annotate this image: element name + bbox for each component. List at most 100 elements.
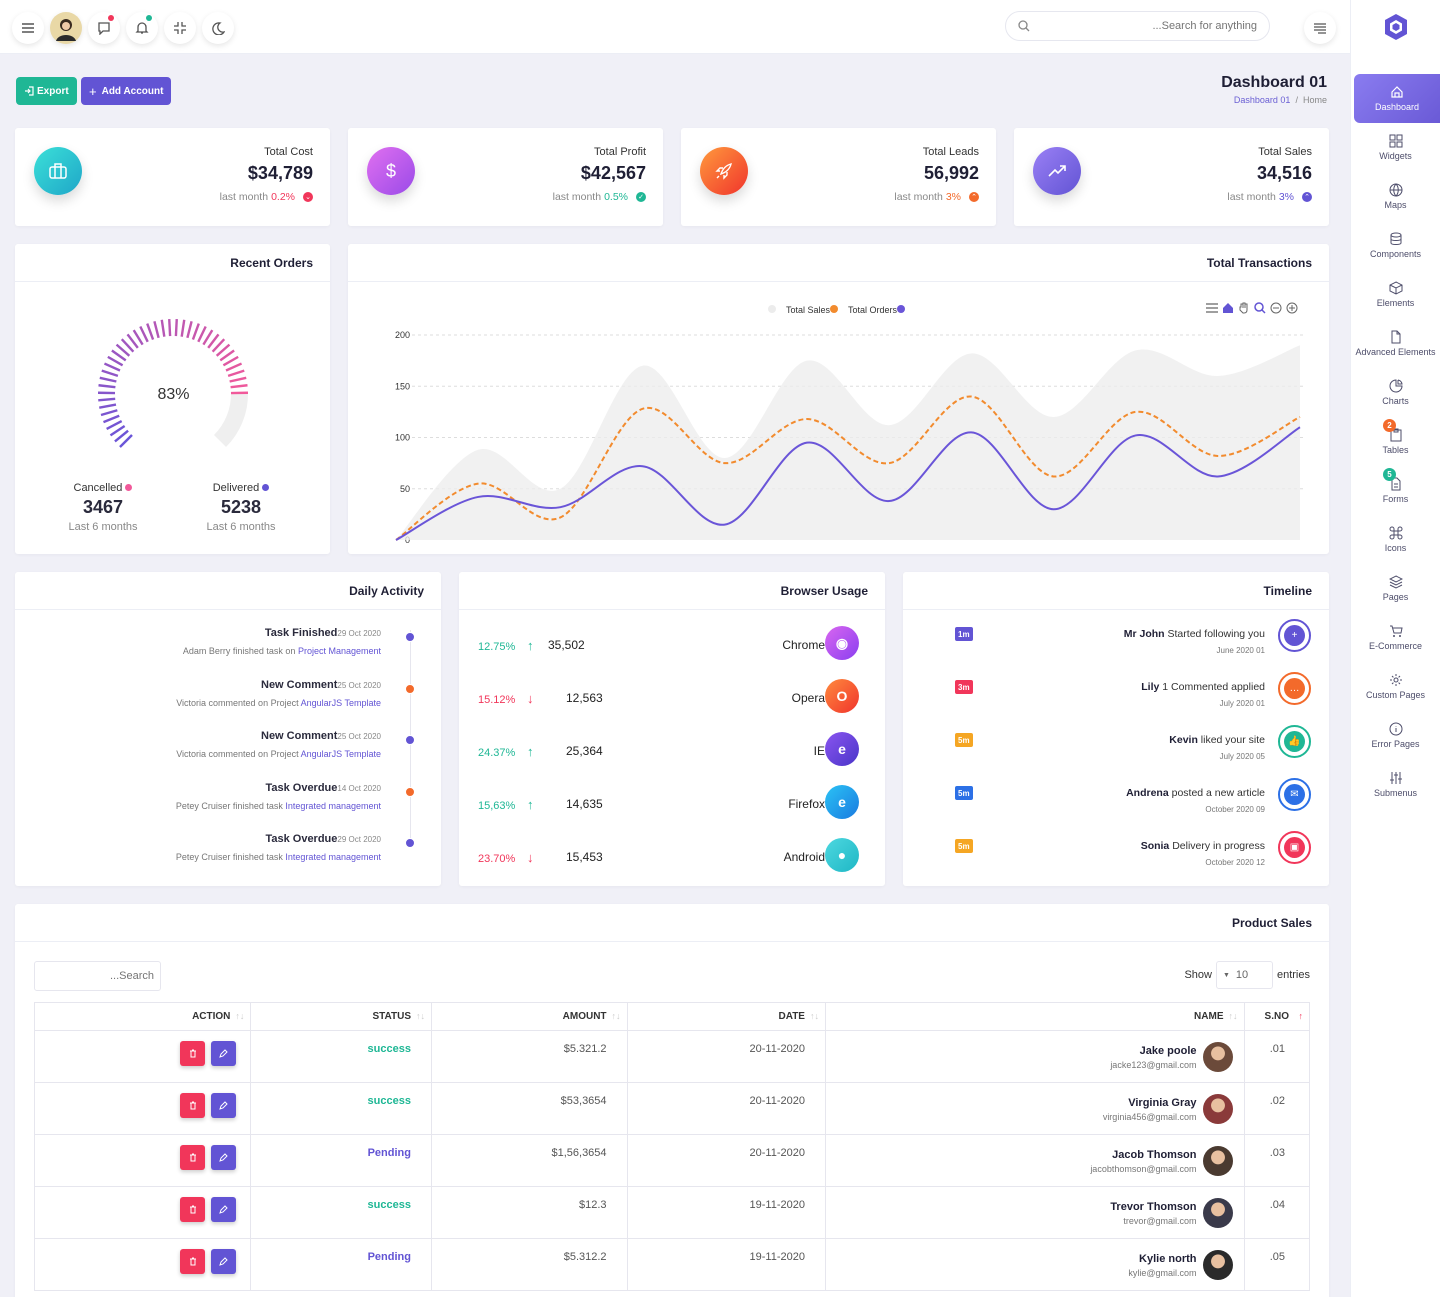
- sales-line[interactable]: [395, 395, 1301, 541]
- pan-icon[interactable]: [1238, 302, 1250, 314]
- action-cell: [33, 1030, 252, 1083]
- date-cell: 20-11-2020: [626, 1134, 826, 1187]
- home-icon[interactable]: [1222, 302, 1234, 314]
- stat-sub: last month 3% ⌃: [1227, 191, 1312, 203]
- sidebar-item-e-commerce[interactable]: E-Commerce: [1351, 613, 1440, 662]
- legend-orders-label: Total Orders: [848, 305, 898, 315]
- sidebar-item-elements[interactable]: Elements: [1351, 270, 1440, 319]
- gauge-tick: [186, 321, 193, 339]
- table-search-input[interactable]: [34, 961, 161, 991]
- activity-link[interactable]: Project Management: [297, 646, 381, 656]
- sidebar-item-maps[interactable]: Maps: [1351, 172, 1440, 221]
- card-title: Total Transactions: [348, 244, 1329, 282]
- x-tick-label: Jan: [389, 553, 404, 554]
- sidebar-item-error-pages[interactable]: Error Pages: [1351, 711, 1440, 760]
- sidebar-item-dashboard[interactable]: Dashboard: [1354, 74, 1440, 123]
- gauge-tick: [211, 338, 226, 353]
- col-date[interactable]: DATE ↑↓: [626, 1002, 826, 1031]
- sidebar-item-submenus[interactable]: Submenus: [1351, 760, 1440, 809]
- activity-link[interactable]: AngularJS Template: [300, 697, 381, 708]
- zoom-icon[interactable]: [1254, 302, 1266, 314]
- search-box[interactable]: [1005, 11, 1270, 41]
- sort-icon: ↑↓: [415, 1011, 425, 1021]
- entries-control: Show ▼ 10 entries: [1184, 961, 1310, 989]
- col-name[interactable]: NAME ↑↓: [824, 1002, 1245, 1031]
- sidebar-item-pages[interactable]: Pages: [1351, 564, 1440, 613]
- col-status[interactable]: STATUS ↑↓: [250, 1002, 432, 1031]
- delete-button[interactable]: [180, 1145, 206, 1170]
- sidebar-item-widgets[interactable]: Widgets: [1351, 123, 1440, 172]
- edit-button[interactable]: [211, 1093, 237, 1118]
- sidebar-item-tables[interactable]: 2 Tables: [1351, 417, 1440, 466]
- delete-button[interactable]: [180, 1093, 206, 1118]
- breadcrumb-separator: /: [1295, 95, 1298, 105]
- zoom-out-icon[interactable]: [1270, 302, 1282, 314]
- trending-up-icon: [1033, 147, 1081, 195]
- delete-button[interactable]: [180, 1041, 206, 1066]
- rocket-icon: [700, 147, 748, 195]
- export-button[interactable]: Export: [16, 77, 77, 105]
- search-input[interactable]: [1030, 20, 1257, 32]
- legend-orders[interactable]: Total Orders: [848, 305, 906, 315]
- sidebar-item-charts[interactable]: Charts: [1351, 368, 1440, 417]
- breadcrumb-home[interactable]: Home: [1302, 95, 1327, 105]
- sidebar-item-icons[interactable]: Icons: [1351, 515, 1440, 564]
- arrow-up-icon: ⌃: [969, 192, 979, 202]
- edit-button[interactable]: [211, 1041, 237, 1066]
- delete-button[interactable]: [180, 1249, 206, 1274]
- sidebar-item-advanced-elements[interactable]: Advanced Elements: [1351, 319, 1440, 368]
- add-account-button[interactable]: + Add Account: [81, 77, 172, 105]
- edit-button[interactable]: [211, 1197, 237, 1222]
- gauge-tick: [215, 343, 231, 357]
- action-cell: [33, 1238, 252, 1291]
- zoom-in-icon[interactable]: [1286, 302, 1298, 314]
- delete-button[interactable]: [180, 1197, 206, 1222]
- sidebar-item-components[interactable]: Components: [1351, 221, 1440, 270]
- browser-name: Android: [783, 850, 825, 864]
- check-icon: ✓: [636, 192, 646, 202]
- gauge-tick: [197, 325, 207, 343]
- clipboard-icon: [1390, 428, 1401, 442]
- breadcrumb-current[interactable]: Dashboard 01: [1233, 95, 1291, 105]
- fullscreen-button[interactable]: [164, 12, 196, 44]
- transactions-chart: 050100150200JanFebMarAprMayJunJulAugSepO…: [389, 330, 1309, 554]
- orders-line[interactable]: [395, 426, 1301, 541]
- edit-button[interactable]: [211, 1145, 237, 1170]
- menu-toggle-button[interactable]: [12, 12, 44, 44]
- activity-link[interactable]: Integrated management: [285, 852, 381, 862]
- notifications-button[interactable]: [126, 12, 158, 44]
- sidebar-item-custom-pages[interactable]: Custom Pages: [1351, 662, 1440, 711]
- sidebar-item-forms[interactable]: 5 Forms: [1351, 466, 1440, 515]
- right-menu-button[interactable]: [1304, 12, 1336, 44]
- legend-bg[interactable]: Total Sales: [768, 305, 839, 315]
- gauge-tick: [106, 419, 123, 431]
- theme-toggle-button[interactable]: [202, 12, 234, 44]
- stat-value: 56,992: [923, 163, 979, 183]
- arrow-up-icon: ↑: [527, 797, 534, 812]
- legend-dot: [897, 305, 906, 313]
- col-action[interactable]: ACTION ↑↓: [33, 1002, 252, 1031]
- file-icon: [1391, 330, 1400, 344]
- status-badge: success: [367, 1095, 411, 1107]
- user-avatar-button[interactable]: [50, 12, 82, 44]
- status-badge: Pending: [367, 1251, 411, 1263]
- activity-link[interactable]: AngularJS Template: [300, 749, 381, 759]
- x-tick-label: Jun: [800, 553, 815, 554]
- ie-icon: e: [825, 732, 859, 766]
- time-badge: 5m: [955, 786, 973, 800]
- stat-delta: 3%: [1278, 191, 1294, 203]
- col-amount[interactable]: AMOUNT ↑↓: [430, 1002, 628, 1031]
- menu-icon[interactable]: [1206, 303, 1218, 313]
- entries-select[interactable]: ▼ 10: [1215, 961, 1273, 989]
- card-title: Browser Usage: [459, 572, 885, 610]
- col-sno[interactable]: S.NO ↑: [1243, 1002, 1310, 1031]
- logo[interactable]: [1351, 0, 1440, 54]
- timeline-date: October 2020 09: [1205, 805, 1265, 814]
- edit-button[interactable]: [211, 1249, 237, 1274]
- messages-button[interactable]: [88, 12, 120, 44]
- activity-item: Task Overdue14 Oct 2020 Petey Cruiser fin…: [176, 782, 381, 811]
- stat-value: $42,567: [580, 163, 646, 183]
- activity-desc: Victoria commented on Project: [176, 749, 299, 759]
- gauge-tick: [160, 319, 166, 337]
- activity-link[interactable]: Integrated management: [285, 800, 381, 811]
